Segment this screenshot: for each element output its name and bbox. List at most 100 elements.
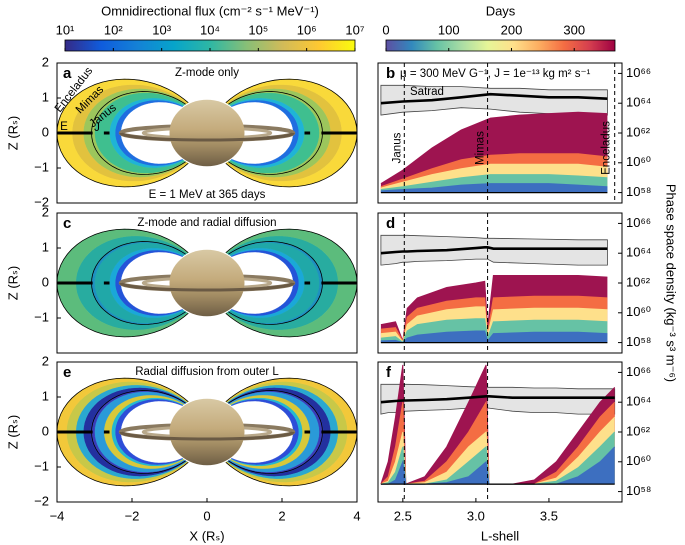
colorbar-tick-label: 10⁵ — [248, 22, 268, 37]
y-tick-label: 10⁶² — [626, 274, 651, 289]
rings-front — [119, 132, 295, 142]
colorbar-label: Days — [486, 3, 516, 18]
y-tick-label: 10⁵⁸ — [626, 184, 651, 199]
y-axis-label: Z (Rₛ) — [5, 266, 20, 300]
y-axis-label: Phase space density (kg⁻³ s³ m⁻⁶) — [664, 184, 679, 382]
map-area — [57, 78, 357, 188]
panel-letter: e — [63, 364, 71, 381]
y-tick-label: 10⁶⁰ — [626, 453, 651, 468]
colorbar-label: Omnidirectional flux (cm⁻² s⁻¹ MeV⁻¹) — [101, 3, 319, 18]
moon-label: Mimas — [475, 131, 487, 165]
y-tick-label: 1 — [42, 388, 49, 403]
rings-front — [119, 431, 295, 441]
map-area — [57, 377, 357, 487]
day-line — [380, 431, 616, 485]
day-line — [380, 183, 608, 192]
colorbar-tick-label: 10¹ — [56, 22, 75, 37]
field-line — [225, 78, 357, 188]
panel-letter: f — [386, 364, 392, 381]
panel-annotation: μ = 300 MeV G⁻¹, J = 1e⁻¹³ kg m² s⁻¹ — [400, 68, 591, 80]
field-line — [225, 228, 357, 338]
panel-title: Radial diffusion from outer L — [135, 366, 279, 378]
y-tick-label: −1 — [34, 159, 49, 174]
x-tick-label: 3.0 — [467, 508, 485, 523]
y-axis-label: Z (Rₛ) — [5, 116, 20, 150]
y-tick-label: 10⁵⁸ — [626, 483, 651, 498]
day-area — [380, 446, 615, 485]
psd-line — [380, 395, 615, 404]
field-line — [57, 78, 189, 188]
y-tick-label: 10⁶² — [626, 423, 651, 438]
y-tick-label: −2 — [34, 194, 49, 209]
field-line — [57, 228, 189, 338]
panel-letter: a — [63, 65, 72, 82]
y-tick-label: −2 — [34, 493, 49, 508]
plot-area — [380, 213, 608, 353]
psd-line — [380, 92, 608, 105]
rings-front — [119, 282, 295, 292]
colorbar-tick-label: 10⁶ — [297, 22, 317, 37]
y-tick-label: 10⁶⁰ — [626, 154, 651, 169]
y-tick-label: 10⁶⁶ — [626, 65, 651, 80]
field-line — [57, 377, 189, 487]
colorbar-tick-label: 300 — [563, 22, 585, 37]
y-tick-label: 10⁶² — [626, 124, 651, 139]
day-line — [380, 446, 616, 485]
colorbar-tick-label: 100 — [438, 22, 460, 37]
y-tick-label: 10⁶⁴ — [626, 95, 651, 110]
satrad-band — [380, 234, 608, 266]
saturn — [169, 99, 245, 167]
y-tick-label: 0 — [42, 124, 49, 139]
x-axis-label: L-shell — [481, 528, 519, 543]
colorbar-tick-label: 200 — [501, 22, 523, 37]
y-tick-label: 1 — [42, 239, 49, 254]
day-line — [380, 364, 616, 485]
colorbar-tick-label: 0 — [382, 22, 389, 37]
map-area — [57, 228, 357, 338]
y-tick-label: −1 — [34, 458, 49, 473]
y-tick-label: 2 — [42, 204, 49, 219]
y-tick-label: 2 — [42, 54, 49, 69]
y-axis-label: Z (Rₛ) — [5, 415, 20, 449]
y-tick-label: 0 — [42, 274, 49, 289]
saturn — [169, 398, 245, 466]
day-line — [380, 400, 616, 485]
y-tick-label: 10⁵⁸ — [626, 334, 651, 349]
panel-title: Z-mode only — [175, 67, 239, 79]
day-area — [380, 331, 608, 343]
panel-title: Z-mode and radial diffusion — [137, 217, 276, 229]
panel-letter: b — [386, 65, 395, 82]
day-line — [380, 153, 608, 188]
psd-line — [380, 246, 608, 255]
saturn — [169, 249, 245, 317]
y-tick-label: 0 — [42, 423, 49, 438]
colorbar — [385, 39, 616, 52]
y-tick-label: −1 — [34, 309, 49, 324]
plot-area — [380, 63, 616, 203]
colorbar-tick-label: 10² — [104, 22, 123, 37]
x-tick-label: 4 — [353, 508, 360, 523]
band-label: Satrad — [410, 86, 444, 98]
x-tick-label: −2 — [125, 508, 140, 523]
x-tick-label: 2 — [278, 508, 285, 523]
x-tick-label: 2.5 — [394, 508, 412, 523]
y-tick-label: 10⁶⁴ — [626, 394, 651, 409]
y-tick-label: 10⁶⁶ — [626, 364, 651, 379]
day-line — [380, 416, 616, 485]
x-tick-label: 3.5 — [540, 508, 558, 523]
plot-area — [380, 362, 616, 502]
y-tick-label: 10⁶⁴ — [626, 245, 651, 260]
field-line — [225, 377, 357, 487]
y-tick-label: 10⁶⁶ — [626, 215, 651, 230]
moon-label: Janus — [391, 132, 403, 163]
day-line — [380, 163, 608, 189]
panel-letter: d — [386, 215, 395, 232]
y-tick-label: 1 — [42, 89, 49, 104]
moon-label: Enceladus — [601, 121, 613, 175]
colorbar-tick-label: 10⁴ — [200, 22, 220, 37]
x-axis-label: X (Rₛ) — [189, 528, 224, 543]
panel-note: E = 1 MeV at 365 days — [149, 189, 266, 201]
x-tick-label: −4 — [50, 508, 65, 523]
colorbar-tick-label: 10⁷ — [345, 22, 364, 37]
